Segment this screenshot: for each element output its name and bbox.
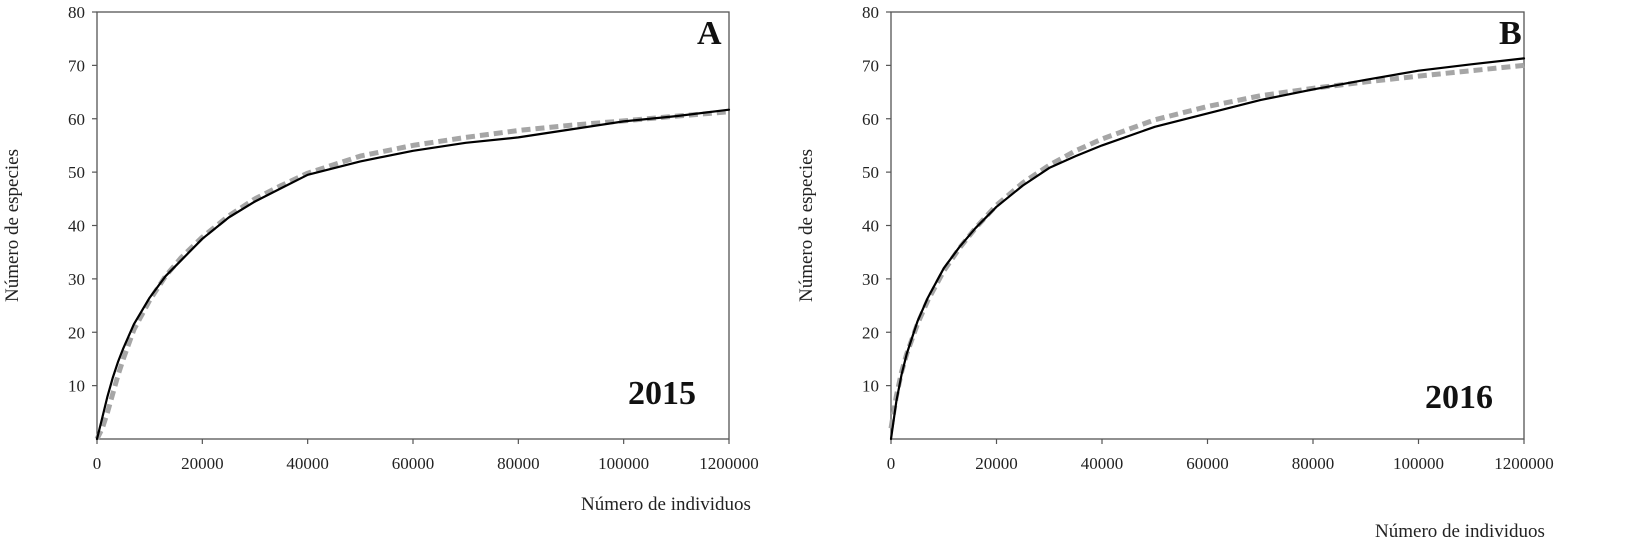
series-line-dashed: [888, 62, 1525, 429]
year-annotation: 2016: [1425, 379, 1493, 416]
year-annotation: 2015: [628, 375, 696, 412]
y-tick-label: 50: [68, 163, 85, 182]
y-tick-label: 10: [862, 377, 879, 396]
x-tick-label: 60000: [392, 454, 435, 473]
x-tick-label: 100000: [598, 454, 649, 473]
y-tick-label: 10: [68, 377, 85, 396]
y-tick-label: 80: [68, 3, 85, 22]
x-tick-label: 1200000: [699, 454, 759, 473]
chart-panel-a: 10 20 30 40 50 60 70 80 0 20000 40000 60000 80000 100…: [2, 3, 759, 515]
y-axis-label: Número de especies: [796, 149, 817, 302]
y-tick-label: 60: [862, 110, 879, 129]
x-tick-label: 100000: [1393, 454, 1444, 473]
series-line-solid: [95, 108, 731, 441]
y-tick-label: 70: [862, 56, 879, 75]
x-tick-label: 0: [887, 454, 896, 473]
y-tick-label: 30: [862, 270, 879, 289]
panel-label: B: [1499, 15, 1522, 52]
x-axis-label: Número de individuos: [1375, 521, 1545, 542]
x-axis-label: Número de individuos: [581, 494, 751, 515]
x-tick-label: 80000: [497, 454, 540, 473]
x-tick-label: 40000: [286, 454, 329, 473]
x-tick-label: 60000: [1186, 454, 1229, 473]
x-tick-label: 1200000: [1494, 454, 1554, 473]
y-tick-label: 30: [68, 270, 85, 289]
plot-frame: [890, 11, 1525, 440]
x-tick-label: 20000: [975, 454, 1018, 473]
x-tick-label: 80000: [1292, 454, 1335, 473]
y-tick-label: 40: [68, 217, 85, 236]
x-tick-label: 40000: [1081, 454, 1124, 473]
series-line-dashed: [94, 109, 730, 441]
y-axis-label: Número de especies: [2, 149, 23, 302]
y-tick-label: 60: [68, 110, 85, 129]
x-tick-label: 0: [93, 454, 102, 473]
x-tick-label: 20000: [181, 454, 224, 473]
y-tick-label: 20: [68, 323, 85, 342]
y-tick-label: 70: [68, 56, 85, 75]
chart-panel-b: 10 20 30 40 50 60 70 80 0 20000 40000 60000 80000 100…: [796, 3, 1554, 542]
panel-label: A: [697, 15, 722, 52]
y-tick-label: 80: [862, 3, 879, 22]
y-tick-label: 20: [862, 323, 879, 342]
y-tick-label: 50: [862, 163, 879, 182]
series-line-solid: [889, 57, 1526, 441]
y-tick-label: 40: [862, 217, 879, 236]
